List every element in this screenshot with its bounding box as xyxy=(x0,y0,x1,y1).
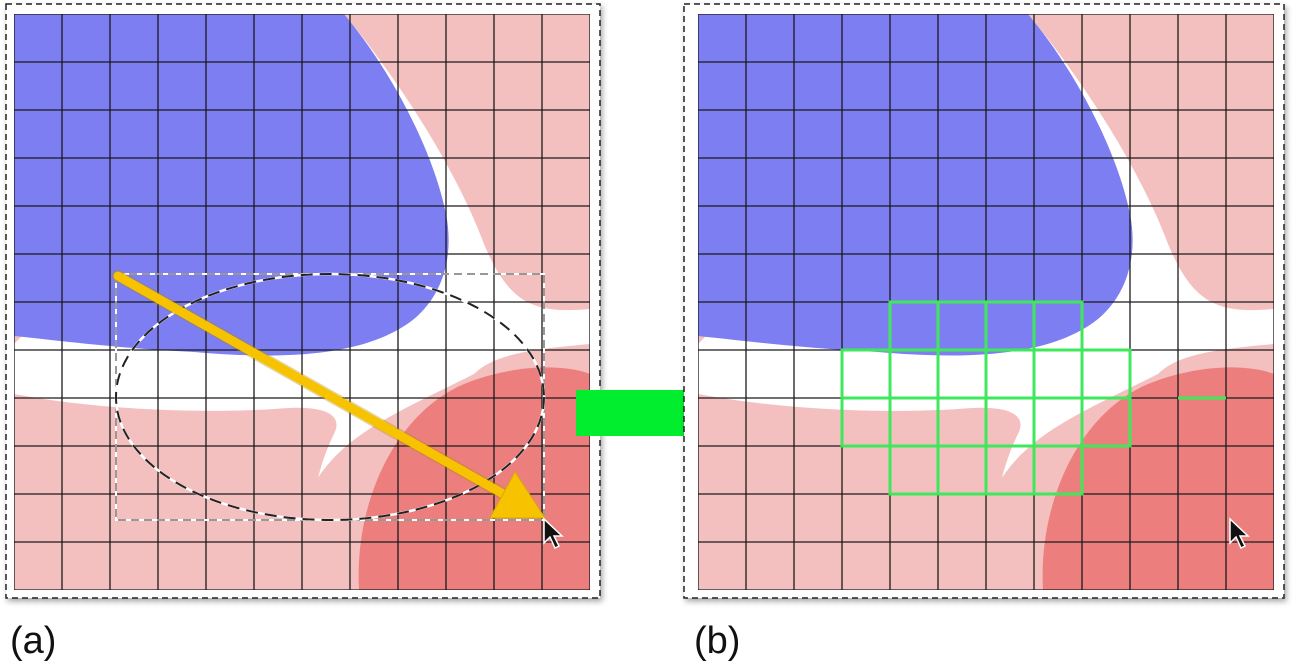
panel-b xyxy=(683,3,1285,599)
mouse-pointer-icon xyxy=(543,517,564,550)
highlighted-cell xyxy=(1080,396,1132,448)
mouse-pointer-icon xyxy=(1229,517,1250,550)
selection-ellipse xyxy=(115,273,545,521)
highlighted-cell xyxy=(1032,444,1084,496)
panel-a-label: (a) xyxy=(10,620,56,662)
highlighted-cells xyxy=(840,300,1226,496)
panel-a xyxy=(5,3,601,599)
panel-a-grid xyxy=(14,14,590,590)
panel-a-map xyxy=(14,14,590,590)
yellow-drag-arrow-icon xyxy=(112,270,546,519)
panel-b-label: (b) xyxy=(694,620,740,662)
